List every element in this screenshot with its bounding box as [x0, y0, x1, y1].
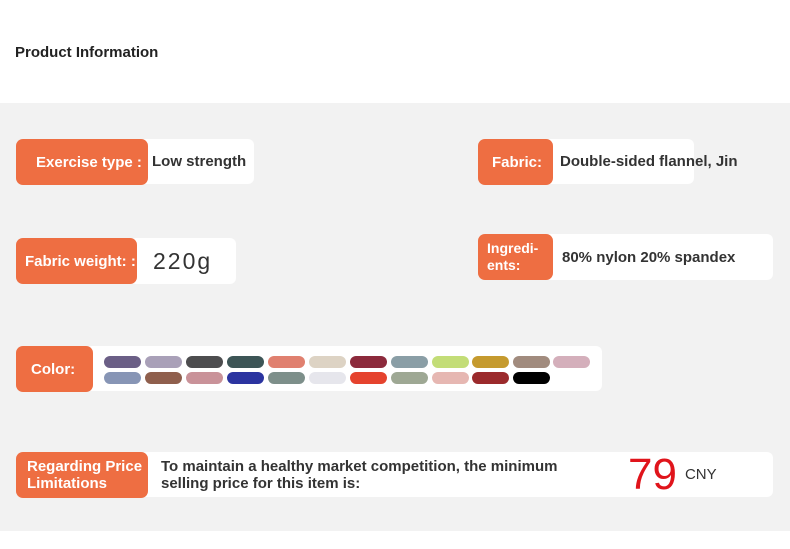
label: Regarding Price Limitations	[16, 452, 148, 498]
colon: :	[130, 252, 136, 270]
swatch	[432, 372, 469, 384]
label: Exercise type :	[16, 139, 148, 185]
swatch	[472, 356, 509, 368]
swatch	[553, 356, 590, 368]
label-text: Ingredi- ents:	[487, 240, 539, 273]
swatch	[145, 372, 182, 384]
label-text: Fabric:	[492, 153, 543, 171]
swatch-box	[86, 346, 602, 391]
value-box: To maintain a healthy market competition…	[140, 449, 773, 499]
value-box: Low strength	[140, 139, 254, 184]
swatch	[268, 356, 305, 368]
swatch	[186, 372, 223, 384]
title: Product Information	[15, 44, 159, 61]
colon: :	[136, 153, 142, 171]
value: Double-sided flannel, Jin	[560, 153, 738, 170]
swatch	[268, 372, 305, 384]
swatch	[350, 356, 387, 368]
swatch	[145, 356, 182, 368]
swatch	[391, 372, 428, 384]
swatch	[472, 372, 509, 384]
label: Ingredi- ents:	[478, 234, 553, 280]
swatch	[186, 356, 223, 368]
value: 80% nylon 20% spandex	[562, 248, 736, 266]
label: Color:	[16, 346, 93, 392]
swatch	[432, 356, 469, 368]
swatch	[391, 356, 428, 368]
swatch	[309, 372, 346, 384]
label: Fabric:	[478, 139, 553, 185]
swatch	[104, 372, 141, 384]
swatch	[513, 356, 550, 368]
swatch	[104, 356, 141, 368]
swatch	[227, 356, 264, 368]
value-box: 80% nylon 20% spandex	[545, 234, 773, 280]
swatch	[227, 372, 264, 384]
label-text: Regarding Price Limitations	[27, 458, 143, 492]
currency: CNY	[684, 466, 717, 483]
label: Fabric weight: :	[16, 238, 137, 284]
value: Low strength	[152, 153, 247, 170]
label-text: Color:	[31, 360, 76, 378]
label-text: Exercise type	[36, 153, 133, 171]
swatch	[309, 356, 346, 368]
price-amount: 79	[628, 449, 677, 499]
swatch	[350, 372, 387, 384]
value-box: 220g	[130, 238, 236, 284]
label-text: Fabric weight:	[25, 252, 127, 270]
value-box: Double-sided flannel, Jin	[545, 139, 738, 184]
price-text: To maintain a healthy market competition…	[161, 457, 558, 492]
value: 220g	[153, 247, 213, 274]
swatch	[513, 372, 550, 384]
